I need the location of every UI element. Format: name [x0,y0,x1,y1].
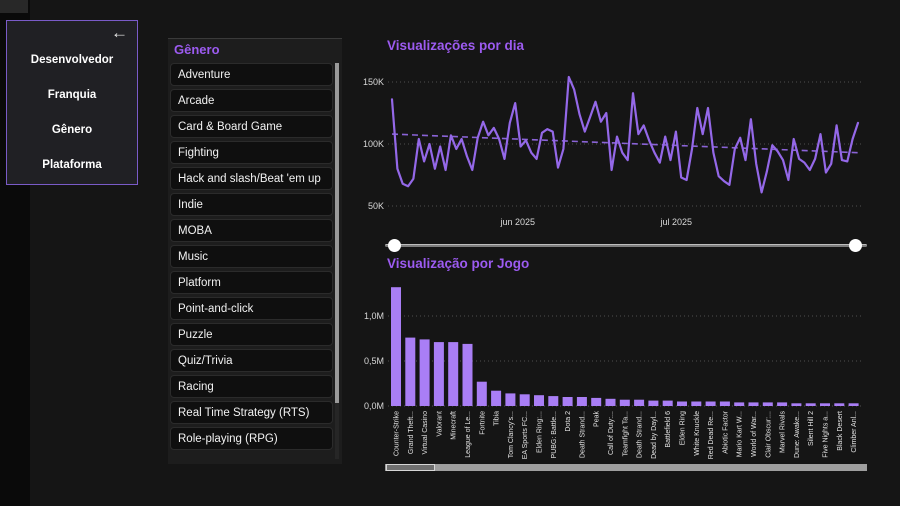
genre-item[interactable]: Point-and-click [170,297,333,320]
svg-text:Counter-Strike: Counter-Strike [394,411,401,456]
genre-item[interactable]: Quiz/Trivia [170,349,333,372]
svg-text:Grand Theft...: Grand Theft... [408,411,415,454]
genre-item[interactable]: Card & Board Game [170,115,333,138]
svg-text:League of Le...: League of Le... [465,411,472,458]
genre-scrollbar-thumb[interactable] [335,63,339,403]
svg-text:1,0M: 1,0M [364,311,384,321]
genre-item[interactable]: Role-playing (RPG) [170,427,333,450]
svg-text:Climber Anl...: Climber Anl... [851,411,858,453]
genre-slicer-panel: Gênero Adventure Arcade Card & Board Gam… [168,38,342,464]
svg-text:Tom Clancy's...: Tom Clancy's... [508,411,515,458]
svg-text:Valorant: Valorant [436,411,443,437]
genre-item[interactable]: MOBA [170,219,333,242]
svg-text:100K: 100K [363,139,384,149]
svg-text:Battlefield 6: Battlefield 6 [665,411,672,448]
date-range-slider[interactable] [385,238,867,254]
svg-text:Mario Kart W...: Mario Kart W... [737,411,744,457]
nav-items: Desenvolvedor Franquia Gênero Plataforma [7,21,137,183]
svg-text:jun 2025: jun 2025 [500,217,536,227]
svg-text:jul 2025: jul 2025 [659,217,692,227]
genre-item[interactable]: Racing [170,375,333,398]
views-per-day-line-chart[interactable]: 50K 100K 150K jun 2025 jul 2025 [358,62,870,234]
svg-text:Abiotic Factor: Abiotic Factor [722,410,729,453]
svg-text:Tibia: Tibia [494,411,501,426]
nav-item-franquia[interactable]: Franquia [47,89,97,101]
svg-text:World of War...: World of War... [751,411,758,457]
views-per-game-bar-chart[interactable]: 0,0M 0,5M 1,0M Counter-Strike Grand Theft...… [358,270,870,474]
svg-text:0,5M: 0,5M [364,356,384,366]
svg-text:Marvel Rivals: Marvel Rivals [780,411,787,454]
svg-text:EA Sports FC...: EA Sports FC... [522,411,529,459]
svg-text:PUBG: Battle...: PUBG: Battle... [551,411,558,459]
svg-text:Elden Ring:...: Elden Ring:... [537,411,544,453]
svg-text:Five Nights a...: Five Nights a... [823,411,830,458]
top-left-corner-chip [0,0,28,13]
svg-text:Elden Ring: Elden Ring [680,411,687,445]
svg-text:Death Strand...: Death Strand... [579,411,586,458]
genre-item[interactable]: Real Time Strategy (RTS) [170,401,333,424]
svg-text:Dead by Dayl...: Dead by Dayl... [651,411,658,459]
genre-item[interactable]: Arcade [170,89,333,112]
line-chart-title: Visualizações por dia [387,38,525,53]
nav-item-desenvolvedor[interactable]: Desenvolvedor [30,54,114,66]
svg-text:Dota 2: Dota 2 [565,411,572,432]
bar-chart-title: Visualização por Jogo [387,256,530,271]
svg-text:0,0M: 0,0M [364,401,384,411]
genre-slicer-title: Gênero [174,42,220,57]
genre-item[interactable]: Music [170,245,333,268]
nav-panel: ← Desenvolvedor Franquia Gênero Platafor… [6,20,138,185]
svg-text:Black Desert: Black Desert [837,411,844,451]
nav-item-genero[interactable]: Gênero [51,124,93,136]
genre-item[interactable]: Puzzle [170,323,333,346]
genre-list-scrollbar [335,63,339,459]
slider-track[interactable] [385,244,867,247]
svg-text:Minecraft: Minecraft [451,411,458,440]
slider-handle-left[interactable] [388,239,401,252]
genre-list: Adventure Arcade Card & Board Game Fight… [170,63,333,453]
genre-item[interactable]: Hack and slash/Beat 'em up [170,167,333,190]
svg-text:Teamfight Ta...: Teamfight Ta... [622,411,629,456]
genre-item[interactable]: Platform [170,271,333,294]
svg-text:Call of Duty:...: Call of Duty:... [608,411,615,455]
svg-text:Clair Obscur:...: Clair Obscur:... [765,411,772,458]
genre-item[interactable]: Adventure [170,63,333,86]
slider-handle-right[interactable] [849,239,862,252]
nav-item-plataforma[interactable]: Plataforma [42,159,102,171]
svg-text:Peak: Peak [594,411,601,427]
back-arrow-icon[interactable]: ← [111,23,128,42]
svg-text:White Knuckle: White Knuckle [694,411,701,456]
svg-text:150K: 150K [363,77,384,87]
svg-text:Silent Hill 2: Silent Hill 2 [808,411,815,446]
svg-text:Dune: Awake...: Dune: Awake... [794,411,801,458]
svg-text:Fortnite: Fortnite [479,411,486,435]
hscrollbar-thumb[interactable] [386,464,435,471]
svg-text:Red Dead Re...: Red Dead Re... [708,411,715,459]
genre-item[interactable]: Indie [170,193,333,216]
bar-chart-hscrollbar[interactable] [385,464,867,471]
genre-item[interactable]: Fighting [170,141,333,164]
svg-text:Virtual Casino: Virtual Casino [422,411,429,455]
svg-text:Death Strand...: Death Strand... [637,411,644,458]
svg-text:50K: 50K [368,201,384,211]
